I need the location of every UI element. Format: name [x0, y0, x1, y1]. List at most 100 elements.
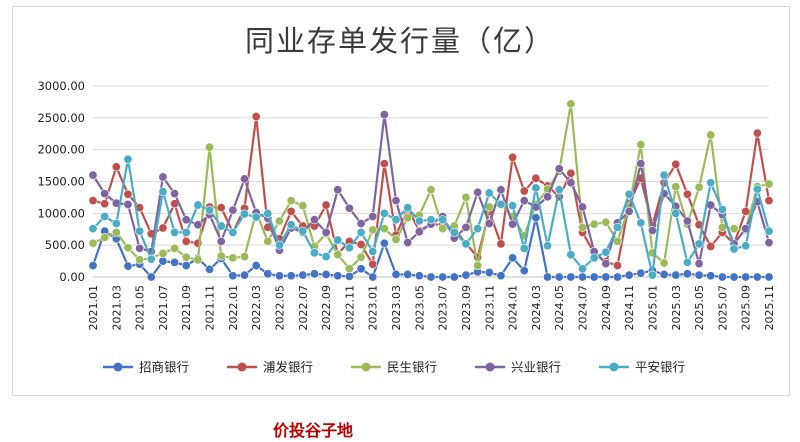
- data-point: [344, 243, 354, 253]
- data-point: [682, 189, 692, 199]
- data-point: [286, 196, 296, 206]
- data-point: [717, 205, 727, 215]
- legend-marker: [361, 362, 371, 372]
- data-point: [391, 196, 401, 206]
- data-point: [461, 270, 471, 280]
- data-point: [298, 270, 308, 280]
- x-tick-label: 2024.03: [530, 285, 543, 331]
- data-point: [193, 255, 203, 265]
- data-point: [216, 221, 226, 231]
- data-point: [659, 269, 669, 279]
- data-point: [368, 225, 378, 235]
- data-point: [111, 162, 121, 172]
- data-point: [146, 272, 156, 282]
- data-point: [636, 140, 646, 150]
- data-point: [391, 234, 401, 244]
- data-point: [449, 272, 459, 282]
- y-tick-label: 3000.00: [37, 79, 85, 93]
- data-point: [647, 226, 657, 236]
- data-point: [741, 241, 751, 251]
- y-tick-label: 2000.00: [37, 143, 85, 157]
- data-point: [461, 192, 471, 202]
- data-point: [368, 259, 378, 269]
- data-point: [508, 253, 518, 263]
- data-point: [181, 215, 191, 225]
- data-point: [181, 261, 191, 271]
- data-point: [694, 239, 704, 249]
- data-point: [496, 239, 506, 249]
- data-point: [263, 208, 273, 218]
- x-tick-label: 2024.05: [553, 285, 566, 331]
- data-point: [158, 172, 168, 182]
- x-tick-label: 2021.05: [134, 285, 147, 331]
- data-point: [461, 222, 471, 232]
- data-point: [356, 240, 366, 250]
- data-point: [379, 238, 389, 248]
- data-point: [274, 271, 284, 281]
- data-point: [636, 159, 646, 169]
- data-point: [473, 261, 483, 271]
- data-point: [752, 272, 762, 282]
- data-point: [344, 271, 354, 281]
- data-point: [647, 270, 657, 280]
- data-point: [228, 205, 238, 215]
- data-point: [274, 240, 284, 250]
- data-point: [135, 255, 145, 265]
- x-tick-label: 2022.11: [343, 285, 356, 331]
- data-point: [764, 179, 774, 189]
- data-point: [321, 269, 331, 279]
- chart-title: 同业存单发行量（亿）: [244, 24, 555, 58]
- data-point: [496, 185, 506, 195]
- data-point: [193, 220, 203, 230]
- x-tick-label: 2022.03: [250, 285, 263, 331]
- data-point: [216, 251, 226, 261]
- data-point: [741, 272, 751, 282]
- data-point: [566, 99, 576, 109]
- data-point: [356, 252, 366, 262]
- x-tick-label: 2022.05: [273, 285, 286, 331]
- x-tick-label: 2024.09: [600, 285, 613, 331]
- legend-entry: 浦发银行: [263, 360, 313, 375]
- data-point: [601, 259, 611, 269]
- data-point: [414, 216, 424, 226]
- data-point: [321, 227, 331, 237]
- data-point: [333, 235, 343, 245]
- data-point: [321, 252, 331, 262]
- data-point: [624, 206, 634, 216]
- legend-marker: [113, 362, 123, 372]
- data-point: [519, 186, 529, 196]
- data-point: [356, 227, 366, 237]
- data-point: [706, 178, 716, 188]
- data-point: [403, 269, 413, 279]
- data-point: [158, 223, 168, 233]
- data-point: [729, 224, 739, 234]
- data-point: [123, 154, 133, 164]
- x-tick-label: 2022.07: [297, 285, 310, 331]
- data-point: [706, 271, 716, 281]
- x-tick-label: 2022.01: [227, 285, 240, 331]
- data-point: [123, 261, 133, 271]
- data-point: [426, 185, 436, 195]
- x-tick-label: 2023.03: [390, 285, 403, 331]
- data-point: [496, 271, 506, 281]
- data-point: [391, 215, 401, 225]
- data-point: [216, 203, 226, 213]
- data-point: [729, 272, 739, 282]
- data-point: [554, 185, 564, 195]
- data-point: [251, 212, 261, 222]
- watermark-text: 价投谷子地: [273, 421, 354, 440]
- data-point: [473, 224, 483, 234]
- data-point: [426, 272, 436, 282]
- data-point: [473, 187, 483, 197]
- legend-marker: [485, 362, 495, 372]
- data-point: [88, 261, 98, 271]
- data-point: [508, 201, 518, 211]
- y-tick-label: 500.00: [45, 238, 85, 252]
- data-point: [694, 259, 704, 269]
- data-point: [566, 178, 576, 188]
- data-point: [368, 272, 378, 282]
- data-point: [181, 236, 191, 246]
- data-point: [286, 206, 296, 216]
- data-point: [263, 269, 273, 279]
- data-point: [111, 227, 121, 237]
